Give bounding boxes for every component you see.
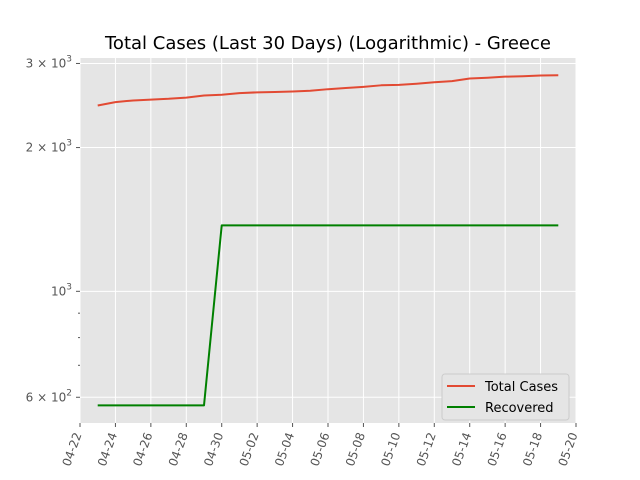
legend-label: Recovered: [485, 401, 554, 416]
x-tick-label: 05-04: [272, 431, 297, 469]
x-tick-label: 05-18: [520, 431, 545, 469]
y-tick-label: 2 × 103: [26, 139, 72, 155]
x-tick-label: 05-08: [343, 431, 368, 469]
x-tick-label: 05-16: [485, 431, 510, 469]
y-axis: 6 × 102 103 2 × 103 3 × 103: [26, 54, 80, 404]
x-tick-label: 05-12: [414, 431, 439, 469]
grid: [79, 58, 577, 423]
x-tick-label: 05-20: [555, 431, 580, 469]
series-lines: [97, 74, 559, 407]
legend: Total Cases Recovered: [441, 373, 570, 421]
series-line-recovered: [97, 224, 559, 407]
x-tick-label: 05-02: [237, 431, 262, 469]
x-tick-label: 04-30: [201, 431, 226, 469]
x-axis: 04-22 04-24 04-26 04-28 04-30 05-02 05-04 05-06…: [59, 423, 581, 469]
chart-title: Total Cases (Last 30 Days) (Logarithmic)…: [104, 33, 551, 54]
x-tick-label: 05-06: [307, 431, 332, 469]
series-line-total-cases: [97, 74, 559, 107]
x-tick-label: 04-28: [166, 431, 191, 469]
legend-label: Total Cases: [484, 380, 558, 395]
x-tick-label: 05-10: [378, 431, 403, 469]
x-tick-label: 04-22: [59, 431, 84, 469]
y-tick-label: 103: [51, 282, 72, 298]
x-tick-label: 05-14: [449, 431, 474, 469]
y-tick-label: 6 × 102: [26, 388, 72, 404]
x-tick-label: 04-26: [130, 431, 155, 469]
y-tick-label: 3 × 103: [26, 54, 72, 70]
x-tick-label: 04-24: [95, 431, 120, 469]
